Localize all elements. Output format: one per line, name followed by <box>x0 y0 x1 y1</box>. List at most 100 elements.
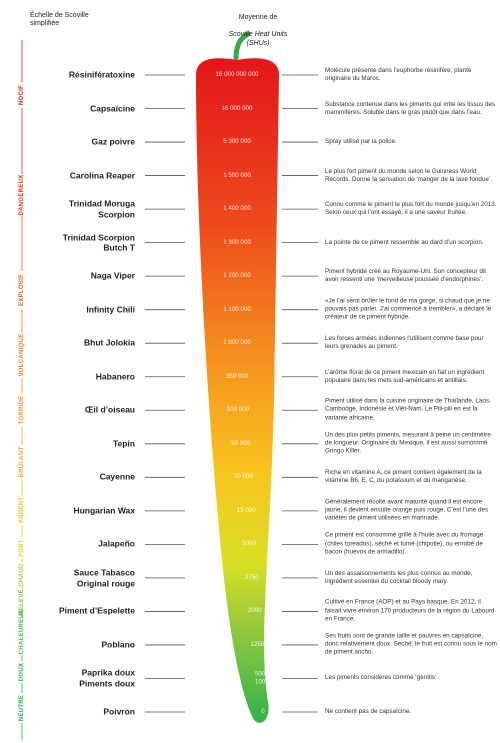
shu-value-line: 1 300 000 <box>223 238 251 246</box>
shu-value: 1 000 000 <box>223 339 251 347</box>
heat-level: FORT <box>19 539 25 557</box>
chili-name: Capsaïcine <box>90 103 135 114</box>
shu-value: 5 300 000 <box>223 138 251 146</box>
chili-name: Hungarian Wax <box>73 505 135 516</box>
chili-name: Naga Viper <box>90 270 135 281</box>
chili-description: Piment utilisé dans la cuisine originair… <box>325 397 491 422</box>
heat-level: DANGEREUX <box>19 174 25 216</box>
heat-level: NEUTRE <box>19 694 25 722</box>
shu-value: 2000 <box>248 608 262 616</box>
shu-value: 16 000 000 <box>222 105 253 113</box>
scale-title: Échelle de Scoville simplifiée <box>30 12 89 28</box>
chili-name: Poivron <box>103 706 135 717</box>
shu-value-line: 50 000 <box>231 439 251 447</box>
shu-value: 350 000 <box>226 373 248 381</box>
chili-description: «Je l’ai senti brûler le fond de ma gorg… <box>325 297 492 321</box>
shu-value: 5000 <box>242 540 256 548</box>
shu-value-line: 1 100 000 <box>223 305 251 313</box>
chili-description: Riche en vitamine A, ce piment contient … <box>325 469 482 485</box>
chili-name: Jalapeño <box>98 539 135 550</box>
chili-description: Molécule présente dans l’euphorbe résini… <box>325 66 472 82</box>
shu-value-line: 350 000 <box>225 372 249 380</box>
chili-description: Ne contient pas de capsaïcine. <box>325 707 412 715</box>
shu-value-line: 16 000 000 000 <box>215 71 259 79</box>
shu-value-line: 2000 <box>247 607 262 615</box>
chili-name: Œil d’oiseau <box>84 404 135 415</box>
shu-value: 1 100 000 <box>223 306 251 314</box>
chili-name: Carolina Reaper <box>69 170 135 181</box>
heat-level: CHALEUREUX <box>19 609 25 655</box>
shu-value-line: 1 500 000 <box>223 171 251 179</box>
chili-description: Connu comme le piment le plus fort du mo… <box>325 200 497 217</box>
chili-name: Bhut Jolokia <box>83 337 135 348</box>
shu-value-line: 3750 <box>244 574 259 582</box>
shu-value-line: 1 000 000 <box>223 339 251 347</box>
shu-value: 3750 <box>245 574 259 582</box>
heat-level: ARDENT <box>19 496 25 524</box>
pepper-stem <box>233 31 251 61</box>
chili-description: Les piments considérés comme ‘gentils’. <box>325 674 439 682</box>
chili-name: Tepin <box>112 438 135 449</box>
shu-value-line: 100 000 <box>226 406 250 414</box>
chili-name: Sauce Tabasco Original rouge <box>73 567 135 588</box>
shu-value: 1 200 000 <box>223 272 251 280</box>
chili-description: Spray utilisé par la police. <box>325 137 397 145</box>
shu-value: 100 000 <box>227 406 249 414</box>
heat-level: BRÛLANT <box>19 446 25 478</box>
shu-value-line: 1 400 000 <box>223 205 251 213</box>
shu-value-line: 0 <box>261 708 265 716</box>
shu-value-line: 500 <box>255 670 266 678</box>
chili-description: Généralement récolté avant maturité quan… <box>325 498 489 522</box>
unit-subtitle: Scoville Heat Units (SHUs) <box>228 31 288 47</box>
heat-level: EXPLOSIF <box>19 273 25 307</box>
chili-name: Piment d’Espelette <box>58 606 135 617</box>
pepper-body <box>196 58 279 723</box>
chili-name: Cayenne <box>99 472 135 482</box>
chili-description: Ce piment est consommé grillé à l’huile … <box>325 532 484 556</box>
chili-name: Résinifératoxine <box>68 69 135 80</box>
heat-level: CHAUD <box>19 563 25 587</box>
heat-level: DOUX <box>19 662 25 682</box>
chili-description: Les forces armées indiennes l’utilisent … <box>325 335 484 351</box>
shu-value: 0 <box>261 708 264 716</box>
chili-name: Trinidad Moruga Scorpion <box>68 198 135 220</box>
shu-value: 16 000 000 000 <box>215 71 258 79</box>
chili-name: Trinidad Scorpion Butch T <box>62 232 135 253</box>
chili-description: La pointe de ce piment ressemble au dard… <box>325 238 484 246</box>
shu-value: 30 000 <box>234 473 253 481</box>
unit-title: Moyenne de Scoville Heat Units (SHUs) <box>229 6 288 48</box>
chili-description: Un des assaisonnements les plus connus a… <box>325 569 473 585</box>
shu-value-line: 15 000 <box>236 506 256 514</box>
chili-name: Paprika doux Piments doux <box>79 667 135 689</box>
shu-value: 15 000 <box>237 507 256 515</box>
chili-description: Cultivé en France (AOP) et au Pays basqu… <box>325 599 495 623</box>
chili-description: L’arôme floral de ce piment mexicain en … <box>325 368 485 384</box>
chili-name: Gaz poivre <box>91 136 135 147</box>
shu-value: 500 100 <box>255 671 265 687</box>
heat-level: TORRIDE <box>19 395 25 425</box>
shu-value-line: 100 <box>255 678 266 686</box>
chili-description: Ses fruits sont de grande taille et pauv… <box>325 632 497 657</box>
shu-value: 1 300 000 <box>223 239 251 247</box>
shu-value-line: 16 000 000 <box>221 104 253 112</box>
shu-value-line: 5 300 000 <box>223 138 251 146</box>
chili-description: Le plus fort piment du monde selon le Gu… <box>325 167 492 183</box>
shu-value-line: 30 000 <box>233 473 253 481</box>
chili-name: Infinity Chili <box>86 304 135 315</box>
shu-value: 1250 <box>251 641 265 649</box>
shu-value: 1 400 000 <box>223 205 251 213</box>
unit-title-text: Moyenne de <box>238 14 278 22</box>
chili-name: Habanero <box>95 371 135 382</box>
chili-description: Piment hybride créé au Royaume-Uni. Son … <box>325 267 487 284</box>
shu-value-line: 5000 <box>242 540 256 548</box>
heat-level: NOCIF <box>19 84 25 106</box>
chili-name: Poblano <box>101 639 135 650</box>
chili-description: Substance contenue dans les piments qui … <box>325 100 496 116</box>
heat-level: VOLCANIQUE <box>19 333 25 377</box>
shu-value: 50 000 <box>231 440 250 448</box>
shu-value-line: 1250 <box>250 641 265 649</box>
chili-description: Un des plus petits piments, mesurant à p… <box>325 431 491 455</box>
shu-value: 1 500 000 <box>223 172 251 180</box>
